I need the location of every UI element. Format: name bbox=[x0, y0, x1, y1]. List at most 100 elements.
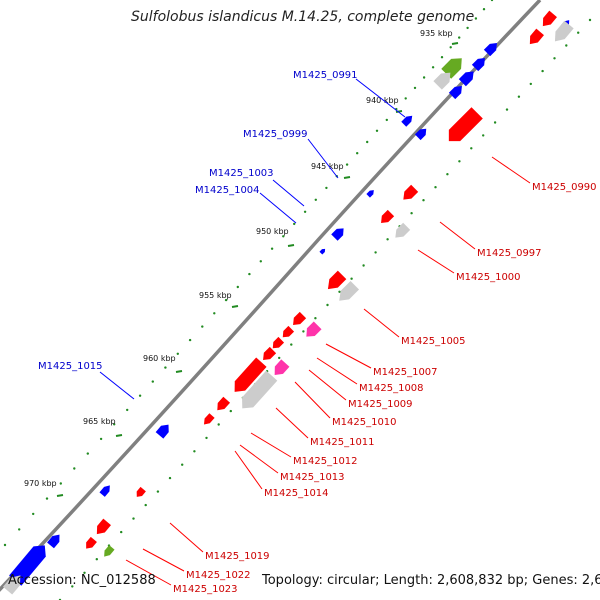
guide-dot bbox=[404, 97, 407, 100]
guide-dot bbox=[350, 277, 353, 280]
guide-dot bbox=[164, 366, 167, 369]
guide-dot bbox=[18, 528, 21, 531]
reverse-gene-label[interactable]: M1425_1023 bbox=[173, 584, 238, 595]
forward-gene-label[interactable]: M1425_0991 bbox=[293, 70, 358, 81]
tick-label: 935 kbp bbox=[420, 29, 453, 38]
guide-dot bbox=[217, 423, 220, 426]
guide-dot bbox=[3, 543, 7, 547]
forward-gene-label[interactable]: M1425_0999 bbox=[243, 129, 308, 140]
guide-dot bbox=[132, 517, 135, 520]
guide-dot bbox=[338, 290, 341, 293]
reverse-gene-label-leader bbox=[275, 407, 309, 439]
tick-label: 950 kbp bbox=[256, 227, 289, 236]
olive-feature bbox=[104, 545, 115, 557]
reverse-gene-label-leader bbox=[125, 559, 172, 586]
guide-dot bbox=[577, 31, 580, 34]
guide-dot bbox=[413, 86, 417, 90]
reverse-gene-label[interactable]: M1425_1010 bbox=[332, 417, 397, 428]
guide-dot bbox=[470, 147, 473, 150]
guide-dot bbox=[303, 210, 307, 213]
tick-mark bbox=[395, 110, 403, 113]
guide-dot bbox=[493, 121, 497, 124]
guide-dot bbox=[345, 163, 349, 166]
reverse-gene-label[interactable]: M1425_0990 bbox=[532, 182, 597, 193]
tick-mark bbox=[451, 42, 459, 45]
tick-mark bbox=[115, 434, 123, 437]
reverse-gene-label[interactable]: M1425_0997 bbox=[477, 248, 542, 259]
guide-dot bbox=[458, 36, 461, 39]
reverse-gene bbox=[136, 486, 146, 497]
gray-feature bbox=[433, 72, 451, 90]
forward-gene-label-leader bbox=[307, 138, 339, 179]
guide-dot bbox=[45, 497, 49, 500]
forward-gene bbox=[401, 115, 413, 127]
guide-dot bbox=[290, 343, 293, 346]
reverse-gene-label[interactable]: M1425_1012 bbox=[293, 456, 358, 467]
reverse-gene-label-leader bbox=[234, 450, 263, 490]
forward-gene bbox=[458, 71, 474, 87]
reverse-gene-label-leader bbox=[325, 343, 372, 369]
forward-gene-label-leader bbox=[355, 78, 406, 118]
reverse-gene-label[interactable]: M1425_1019 bbox=[205, 551, 270, 562]
guide-dot bbox=[422, 199, 425, 202]
forward-gene-label[interactable]: M1425_1004 bbox=[195, 185, 260, 196]
guide-dot bbox=[229, 409, 232, 413]
guide-dot bbox=[201, 325, 204, 328]
tick-label: 955 kbp bbox=[199, 291, 232, 300]
guide-dot bbox=[126, 408, 129, 412]
forward-gene bbox=[483, 43, 497, 57]
reverse-gene bbox=[263, 346, 277, 360]
reverse-gene-labels: M1425_0990 M1425_0997 M1425_1000 M1425_1005… bbox=[125, 156, 597, 595]
gray-feature bbox=[339, 280, 360, 301]
reverse-gene-label-leader bbox=[491, 156, 531, 184]
reverse-gene-label[interactable]: M1425_1022 bbox=[186, 570, 251, 581]
reverse-gene-label[interactable]: M1425_1007 bbox=[373, 367, 438, 378]
guide-dot bbox=[302, 330, 305, 333]
guide-dot bbox=[293, 222, 296, 226]
reverse-gene bbox=[217, 396, 231, 411]
reverse-gene-label[interactable]: M1425_1011 bbox=[310, 437, 375, 448]
reverse-gene bbox=[327, 270, 347, 290]
guide-dot bbox=[278, 356, 281, 360]
guide-dot bbox=[138, 394, 142, 397]
guide-dot bbox=[181, 463, 184, 466]
reverse-gene-label[interactable]: M1425_1013 bbox=[280, 472, 345, 483]
reverse-gene bbox=[203, 413, 215, 425]
guide-dot bbox=[410, 212, 413, 215]
forward-gene bbox=[366, 190, 374, 198]
guide-dot bbox=[541, 69, 544, 73]
reverse-gene-label[interactable]: M1425_1000 bbox=[456, 272, 521, 283]
reverse-gene-label[interactable]: M1425_1009 bbox=[348, 399, 413, 410]
reverse-gene-label[interactable]: M1425_1014 bbox=[264, 488, 329, 499]
guide-dot bbox=[270, 247, 274, 250]
guide-dot bbox=[375, 129, 379, 132]
guide-dot bbox=[449, 46, 452, 49]
reverse-gene-label[interactable]: M1425_1005 bbox=[401, 336, 466, 347]
guide-dot bbox=[282, 235, 285, 238]
reverse-gene bbox=[529, 28, 544, 45]
forward-gene-label[interactable]: M1425_1015 bbox=[38, 361, 103, 372]
tick-mark bbox=[175, 370, 183, 373]
reverse-gene-label[interactable]: M1425_1008 bbox=[359, 383, 424, 394]
forward-gene bbox=[99, 485, 110, 497]
reverse-gene bbox=[282, 325, 295, 338]
forward-gene-label-leader bbox=[272, 179, 305, 207]
guide-dot bbox=[458, 160, 461, 163]
guide-dot bbox=[440, 56, 444, 59]
reverse-gene-label-leader bbox=[250, 432, 292, 458]
reverse-gene-label-leader bbox=[308, 369, 347, 401]
accession-text: Accession: NC_012588 bbox=[8, 573, 156, 588]
forward-gene bbox=[471, 58, 485, 72]
guide-dot bbox=[466, 26, 469, 30]
reverse-gene bbox=[96, 518, 111, 535]
guide-dot bbox=[248, 272, 251, 276]
reverse-gene bbox=[272, 336, 285, 349]
guide-dot bbox=[565, 44, 568, 47]
guide-dot bbox=[32, 512, 35, 516]
tick-mark bbox=[231, 305, 239, 308]
forward-gene-label[interactable]: M1425_1003 bbox=[209, 168, 274, 179]
guide-dot bbox=[356, 152, 359, 155]
guide-dot bbox=[386, 238, 389, 241]
